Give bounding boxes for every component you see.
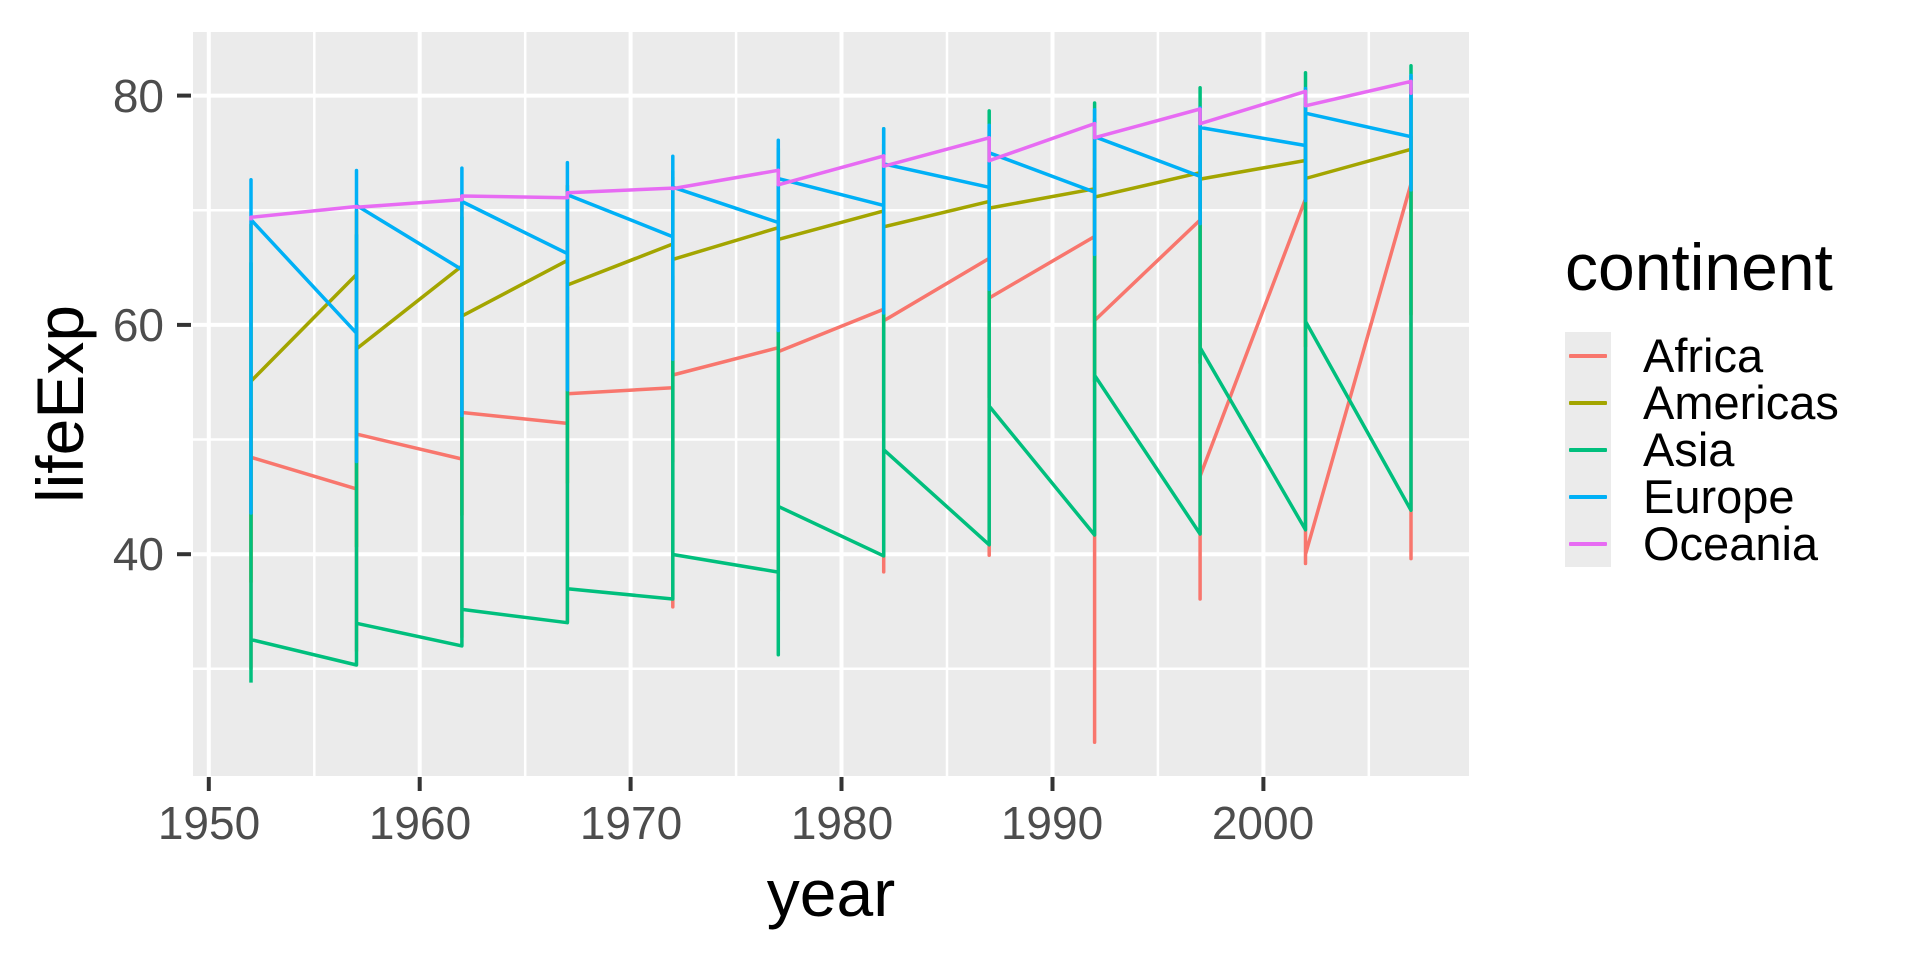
series-line-asia bbox=[249, 64, 1413, 683]
legend-key-europe bbox=[1565, 473, 1611, 520]
legend-item-oceania: Oceania bbox=[1565, 520, 1839, 567]
x-tick-label: 2000 bbox=[1211, 797, 1315, 849]
legend-label-asia: Asia bbox=[1643, 423, 1735, 476]
y-tick-label: 60 bbox=[112, 299, 164, 351]
x-axis-title: year bbox=[766, 856, 896, 930]
x-tick-label: 1980 bbox=[790, 797, 894, 849]
series-line-oceania bbox=[249, 79, 1413, 221]
series-line-africa bbox=[249, 134, 1413, 744]
asia-line-swatch-icon bbox=[1569, 447, 1607, 452]
legend-item-asia: Asia bbox=[1565, 426, 1839, 473]
series-line-americas bbox=[249, 86, 1413, 584]
oceania-line-swatch-icon bbox=[1569, 541, 1607, 546]
legend-item-africa: Africa bbox=[1565, 332, 1839, 379]
legend-key-africa bbox=[1565, 332, 1611, 379]
legend-key-oceania bbox=[1565, 520, 1611, 567]
legend-key-americas bbox=[1565, 379, 1611, 426]
legend-key-asia bbox=[1565, 426, 1611, 473]
legend-label-americas: Americas bbox=[1643, 376, 1839, 429]
y-tick-label: 40 bbox=[112, 528, 164, 580]
x-tick-label: 1990 bbox=[1000, 797, 1104, 849]
x-tick-label: 1970 bbox=[579, 797, 683, 849]
europe-line-swatch-icon bbox=[1569, 494, 1607, 499]
x-tick-label: 1950 bbox=[157, 797, 261, 849]
legend-label-oceania: Oceania bbox=[1643, 517, 1819, 570]
plot-panel bbox=[193, 32, 1469, 776]
y-tick-label: 80 bbox=[112, 70, 164, 122]
africa-line-swatch-icon bbox=[1569, 353, 1607, 358]
x-tick-label: 1960 bbox=[368, 797, 472, 849]
americas-line-swatch-icon bbox=[1569, 400, 1607, 405]
legend-label-africa: Africa bbox=[1643, 329, 1764, 382]
legend-item-americas: Americas bbox=[1565, 379, 1839, 426]
series-line-europe bbox=[249, 73, 1413, 515]
legend: continent Africa Americas Asia Europe Oc… bbox=[1565, 234, 1839, 567]
legend-title: continent bbox=[1565, 230, 1833, 304]
legend-label-europe: Europe bbox=[1643, 470, 1795, 523]
legend-item-europe: Europe bbox=[1565, 473, 1839, 520]
